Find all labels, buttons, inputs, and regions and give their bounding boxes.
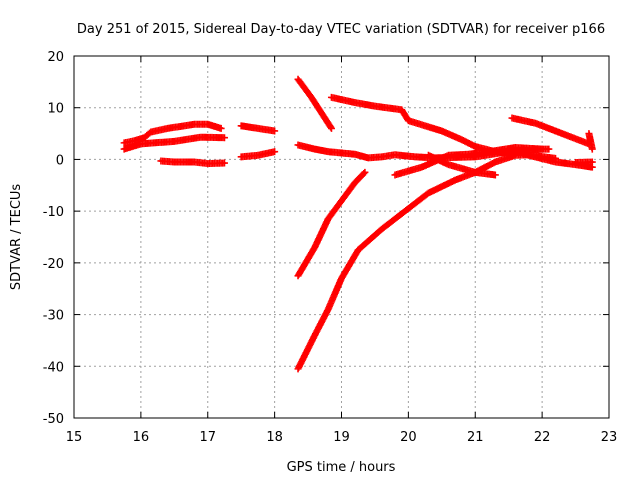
y-axis-label: SDTVAR / TECUs xyxy=(9,184,24,291)
data-series xyxy=(294,75,335,132)
y-tick-label: -50 xyxy=(43,412,64,427)
data-series xyxy=(237,148,279,161)
data-point xyxy=(271,127,279,135)
axis-ticks xyxy=(73,55,610,419)
data-point xyxy=(538,145,546,153)
y-tick-label: 0 xyxy=(56,153,64,168)
data-series xyxy=(585,130,596,153)
x-tick-label: 16 xyxy=(133,430,150,445)
chart-title: Day 251 of 2015, Sidereal Day-to-day VTE… xyxy=(77,22,605,37)
x-tick-label: 22 xyxy=(534,430,551,445)
data-point xyxy=(217,124,225,132)
x-tick-label: 15 xyxy=(66,430,83,445)
y-tick-label: -10 xyxy=(43,205,64,220)
data-point xyxy=(360,170,368,178)
data-series xyxy=(237,122,279,135)
y-tick-label: -40 xyxy=(43,360,64,375)
data-point xyxy=(552,154,559,162)
y-tick-label: 20 xyxy=(47,50,64,65)
y-tick-labels: 20 10 0 -10 -20 -30 -40 -50 xyxy=(43,50,64,427)
x-tick-label: 20 xyxy=(400,430,417,445)
data-series xyxy=(294,168,369,280)
data-series xyxy=(424,151,499,179)
data-points xyxy=(120,75,596,373)
data-series xyxy=(572,158,596,167)
data-point xyxy=(361,168,369,176)
data-point xyxy=(271,148,279,156)
data-point xyxy=(327,124,335,132)
grid-lines xyxy=(74,56,609,418)
x-tick-labels: 15 16 17 18 19 20 21 22 23 xyxy=(66,430,618,445)
x-tick-label: 23 xyxy=(601,430,618,445)
y-tick-label: -20 xyxy=(43,257,64,272)
data-series xyxy=(294,151,559,373)
data-point xyxy=(588,145,596,153)
x-axis-label: GPS time / hours xyxy=(287,460,396,475)
y-tick-label: 10 xyxy=(47,102,64,117)
y-tick-label: -30 xyxy=(43,309,64,324)
data-point xyxy=(588,158,596,166)
x-tick-label: 19 xyxy=(333,430,350,445)
data-point xyxy=(491,171,499,179)
x-tick-label: 21 xyxy=(467,430,484,445)
data-point xyxy=(220,134,228,142)
x-tick-label: 18 xyxy=(266,430,283,445)
data-series xyxy=(157,157,228,168)
data-point xyxy=(327,123,335,131)
data-series xyxy=(508,114,593,148)
data-series xyxy=(120,120,225,147)
data-point xyxy=(220,159,228,167)
x-tick-label: 17 xyxy=(199,430,216,445)
data-point xyxy=(545,145,553,153)
